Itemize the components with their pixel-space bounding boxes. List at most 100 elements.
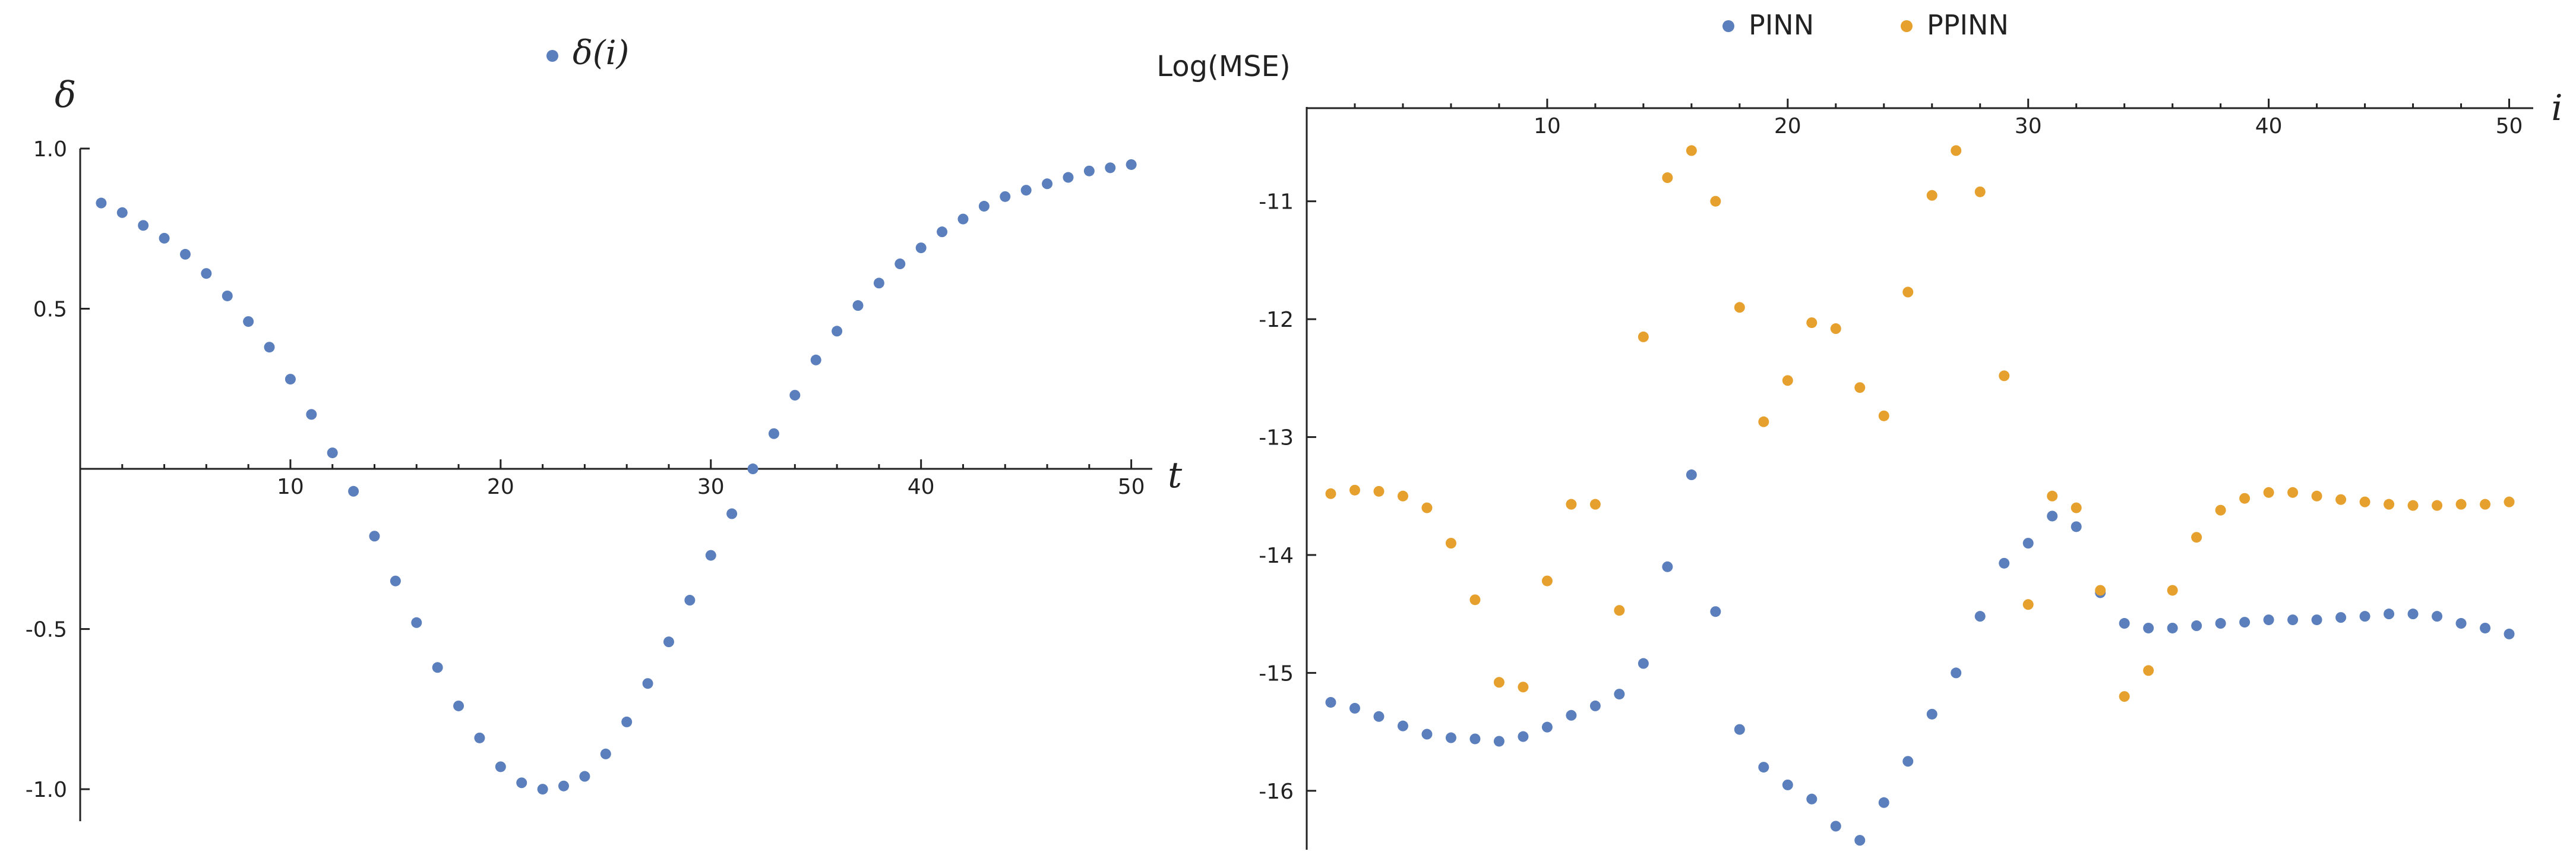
data-point: [1063, 172, 1074, 183]
data-point: [2407, 500, 2419, 511]
data-point: [1686, 145, 1697, 156]
data-point: [1421, 502, 1433, 513]
data-point: [1662, 561, 1673, 572]
data-point: [2480, 499, 2491, 510]
data-point: [1589, 700, 1601, 711]
data-point: [201, 268, 212, 279]
data-point: [915, 242, 927, 254]
data-point: [1782, 779, 1793, 790]
data-point: [1589, 499, 1601, 510]
data-point: [1325, 696, 1336, 708]
y-tick-label: -14: [1259, 544, 1294, 568]
data-point: [1999, 370, 2010, 381]
data-point: [2047, 510, 2058, 522]
data-point: [1902, 756, 1914, 767]
data-point: [642, 678, 653, 689]
data-point: [2384, 499, 2395, 510]
legend: PINN PPINN: [1722, 9, 2009, 41]
data-point: [2311, 614, 2322, 626]
data-point: [2071, 502, 2082, 513]
data-point: [1518, 682, 1529, 693]
data-point: [1493, 736, 1504, 747]
data-point: [1421, 729, 1433, 740]
x-axis-title: t: [1168, 455, 1183, 496]
data-point: [1902, 286, 1914, 298]
x-tick-label: 40: [2255, 114, 2283, 138]
data-point: [726, 508, 738, 519]
x-tick-label: 50: [1118, 475, 1145, 499]
data-point: [2432, 500, 2443, 511]
data-point: [2311, 490, 2322, 502]
data-point: [1926, 708, 1937, 720]
delta-chart: 10 20 30 40 50 1.0 0.5 -0.5 -1.0 t δ δ(i): [26, 34, 1183, 821]
data-point: [96, 197, 107, 209]
legend: δ(i): [546, 34, 629, 72]
data-point: [1974, 611, 1986, 622]
data-point: [1854, 382, 1866, 393]
legend-label: δ(i): [573, 34, 629, 72]
data-point: [453, 700, 464, 711]
data-point: [1734, 724, 1745, 735]
data-point: [873, 278, 884, 289]
data-point: [2191, 620, 2202, 632]
data-point: [810, 354, 821, 365]
legend-marker: [1722, 20, 1734, 32]
data-point: [1878, 797, 1889, 808]
x-tick-label: 20: [487, 475, 514, 499]
data-point: [2071, 521, 2082, 532]
data-point: [937, 226, 948, 238]
data-point: [2215, 618, 2226, 629]
data-point: [1830, 323, 1841, 335]
legend-label: PINN: [1749, 9, 1814, 41]
data-point: [116, 207, 128, 218]
data-point: [2455, 499, 2467, 510]
data-point: [1710, 606, 1721, 617]
x-tick-label: 20: [1774, 114, 1801, 138]
data-point: [1830, 821, 1841, 832]
data-point: [684, 595, 696, 606]
data-point: [411, 617, 422, 628]
data-point: [1349, 484, 1360, 496]
series-0: [96, 159, 1137, 795]
data-point: [2263, 614, 2274, 626]
data-point: [2119, 618, 2130, 629]
x-tick-label: 30: [2015, 114, 2042, 138]
data-point: [1854, 835, 1866, 846]
data-point: [2119, 691, 2130, 702]
data-point: [1614, 689, 1625, 700]
legend-label: PPINN: [1927, 9, 2009, 41]
data-point: [222, 290, 233, 301]
data-point: [1758, 416, 1769, 427]
data-point: [432, 662, 443, 673]
data-point: [1349, 702, 1360, 714]
data-point: [2239, 617, 2251, 628]
data-point: [1445, 538, 1456, 549]
y-tick-label: -0.5: [26, 618, 67, 642]
y-tick-label: -15: [1259, 661, 1294, 686]
data-point: [1686, 469, 1697, 481]
data-point: [1042, 178, 1053, 190]
data-point: [895, 258, 906, 270]
data-point: [2239, 493, 2251, 504]
data-point: [747, 463, 758, 475]
data-point: [1951, 145, 1962, 156]
data-point: [705, 550, 716, 561]
data-point: [327, 447, 338, 459]
y-tick-label: -13: [1259, 426, 1294, 450]
data-point: [1999, 557, 2010, 569]
data-point: [495, 761, 506, 772]
data-point: [2455, 618, 2467, 629]
data-point: [1758, 762, 1769, 773]
data-point: [1926, 190, 1937, 201]
data-point: [2287, 614, 2299, 626]
data-point: [2263, 487, 2274, 498]
data-point: [1734, 302, 1745, 313]
data-point: [537, 784, 548, 795]
data-point: [2432, 611, 2443, 622]
data-point: [2335, 494, 2347, 505]
data-point: [1614, 605, 1625, 616]
y-tick-label: -1.0: [26, 778, 67, 802]
data-point: [1083, 165, 1095, 176]
data-point: [1710, 195, 1721, 207]
